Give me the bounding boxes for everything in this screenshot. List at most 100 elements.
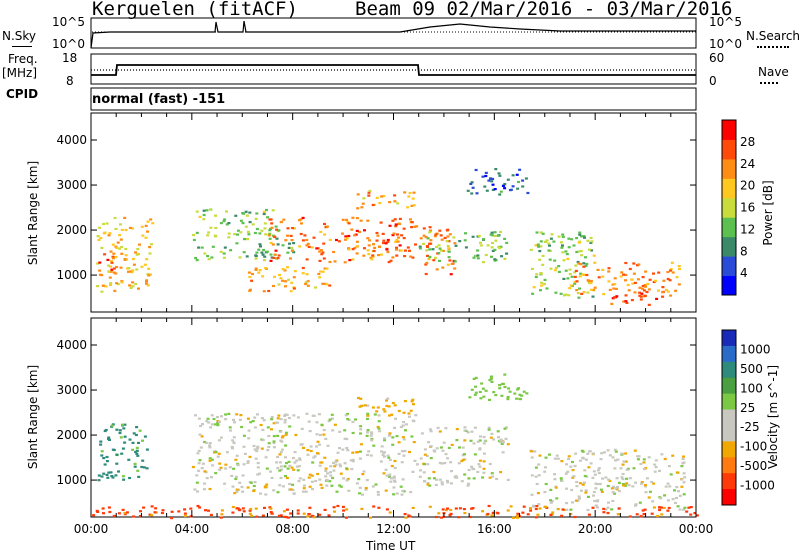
power-echo-cell <box>529 248 533 251</box>
velocity-echo-cell <box>488 462 492 466</box>
velocity-echo-cell <box>252 484 256 488</box>
velocity-echo-cell <box>365 479 369 482</box>
power-echo-cell <box>273 235 277 239</box>
power-echo-cell <box>290 281 294 284</box>
velocity-echo-cell <box>316 472 320 476</box>
velocity-echo-cell <box>128 438 132 441</box>
velocity-echo-cell <box>112 448 116 452</box>
velocity-echo-cell <box>106 476 110 479</box>
power-echo-cell <box>289 290 293 293</box>
velocity-echo-cell <box>276 491 280 494</box>
velocity-echo-cell <box>377 414 381 417</box>
velocity-echo-cell <box>611 491 615 494</box>
power-echo-cell <box>524 177 528 180</box>
velocity-echo-cell <box>111 476 115 479</box>
power-echo-cell <box>561 251 565 254</box>
velocity-echo-cell <box>682 481 686 484</box>
power-echo-cell <box>366 219 370 222</box>
power-echo-cell <box>625 301 629 304</box>
velocity-echo-cell <box>658 508 662 512</box>
power-echo-cell <box>269 218 273 221</box>
power-echo-cell <box>376 234 380 237</box>
power-echo-cell <box>119 223 122 226</box>
power-echo-cell <box>267 289 271 293</box>
power-echo-cell <box>323 222 326 226</box>
power-echo-cell <box>412 191 416 194</box>
power-echo-cell <box>135 268 139 271</box>
velocity-echo-cell <box>228 426 232 429</box>
power-echo-cell <box>573 280 577 283</box>
velocity-echo-cell <box>587 495 590 498</box>
power-echo-cell <box>114 245 118 248</box>
power-echo-cell <box>484 253 488 257</box>
velocity-echo-cell <box>366 412 370 415</box>
velocity-echo-cell <box>440 462 444 465</box>
velocity-echo-cell <box>466 484 470 487</box>
velocity-echo-cell <box>292 456 295 460</box>
velocity-echo-cell <box>263 485 267 488</box>
power-echo-cell <box>552 240 556 243</box>
velocity-echo-cell <box>408 515 412 518</box>
velocity-echo-cell <box>503 373 507 376</box>
velocity-echo-cell <box>596 469 600 472</box>
power-echo-cell <box>557 235 561 238</box>
velocity-colorbar-tick: -500 <box>740 459 767 473</box>
power-echo-cell <box>553 259 557 262</box>
power-echo-cell <box>666 277 670 281</box>
power-echo-cell <box>272 284 275 288</box>
power-echo-cell <box>406 246 410 249</box>
power-echo-cell <box>572 244 576 247</box>
velocity-echo-cell <box>589 462 593 465</box>
power-echo-cell <box>482 238 486 241</box>
velocity-echo-cell <box>360 404 364 408</box>
velocity-echo-cell <box>602 511 606 514</box>
velocity-echo-cell <box>218 420 221 423</box>
power-echo-cell <box>195 259 199 262</box>
velocity-echo-cell <box>343 429 347 432</box>
power-echo-cell <box>387 261 391 264</box>
velocity-echo-cell <box>216 424 220 427</box>
velocity-echo-cell <box>300 427 304 430</box>
power-echo-cell <box>668 279 672 282</box>
power-echo-cell <box>219 250 223 253</box>
velocity-echo-cell <box>653 463 657 466</box>
power-echo-cell <box>409 255 413 258</box>
power-echo-cell <box>489 233 493 236</box>
velocity-echo-cell <box>525 392 529 395</box>
power-echo-cell <box>210 256 214 259</box>
velocity-colorbar-swatch <box>722 377 736 395</box>
velocity-echo-cell <box>140 465 144 469</box>
velocity-echo-cell <box>234 477 238 481</box>
velocity-echo-cell <box>567 455 571 458</box>
velocity-echo-cell <box>470 430 474 433</box>
power-echo-cell <box>622 300 626 303</box>
velocity-echo-cell <box>506 478 510 481</box>
velocity-echo-cell <box>484 389 488 392</box>
velocity-echo-cell <box>675 471 679 474</box>
velocity-echo-cell <box>231 485 235 488</box>
velocity-echo-cell <box>276 467 280 470</box>
power-echo-cell <box>375 239 379 242</box>
velocity-echo-cell <box>318 464 322 467</box>
power-echo-cell <box>497 172 501 175</box>
velocity-echo-cell <box>636 458 640 461</box>
power-echo-cell <box>111 255 115 258</box>
velocity-echo-cell <box>637 455 641 458</box>
velocity-echo-cell <box>446 507 449 510</box>
velocity-echo-cell <box>450 443 454 446</box>
velocity-echo-cell <box>224 467 228 470</box>
velocity-echo-cell <box>492 438 496 441</box>
velocity-echo-cell <box>383 410 387 413</box>
velocity-echo-cell <box>199 446 203 449</box>
power-echo-cell <box>205 209 209 212</box>
velocity-echo-cell <box>315 433 319 436</box>
power-echo-cell <box>496 234 500 237</box>
power-echo-cell <box>472 256 476 259</box>
velocity-echo-cell <box>332 461 335 464</box>
power-echo-cell <box>574 264 578 267</box>
velocity-echo-cell <box>504 437 508 440</box>
time-xtick-label: 04:00 <box>175 522 210 536</box>
velocity-colorbar-swatch <box>722 345 736 363</box>
power-echo-cell <box>583 236 586 239</box>
